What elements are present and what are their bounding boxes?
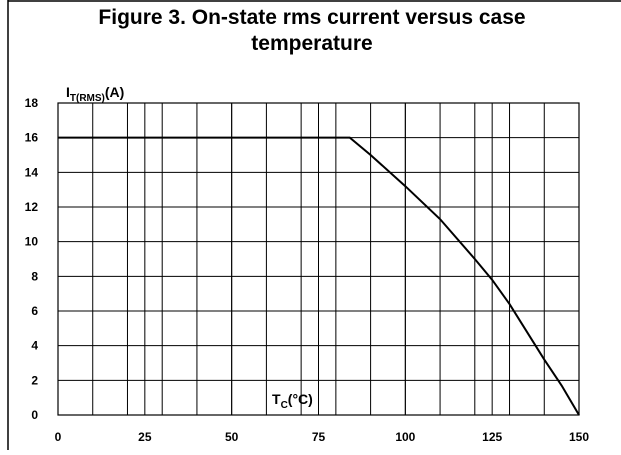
plot-frame bbox=[57, 102, 580, 416]
y-tick-label: 16 bbox=[25, 131, 39, 145]
x-label-main: T bbox=[272, 391, 281, 407]
x-tick-label: 25 bbox=[138, 430, 152, 444]
y-label-main: I bbox=[66, 84, 70, 100]
x-tick-label: 0 bbox=[55, 430, 62, 444]
x-tick-label: 75 bbox=[312, 430, 326, 444]
x-label-unit: (°C) bbox=[288, 391, 313, 407]
x-tick-label: 150 bbox=[569, 430, 589, 444]
y-tick-label: 6 bbox=[31, 304, 38, 318]
y-tick-label: 2 bbox=[31, 373, 38, 387]
y-tick-label: 0 bbox=[31, 408, 38, 422]
y-label-sub: T(RMS) bbox=[70, 93, 105, 104]
data-line bbox=[58, 136, 580, 416]
x-axis-label: TC(°C) bbox=[272, 391, 313, 411]
x-tick-label: 125 bbox=[482, 430, 502, 444]
y-tick-label: 18 bbox=[25, 96, 39, 110]
x-label-sub: C bbox=[281, 400, 288, 411]
y-tick-label: 10 bbox=[25, 235, 39, 249]
y-axis-label: IT(RMS)(A) bbox=[66, 84, 124, 104]
y-label-unit: (A) bbox=[105, 84, 124, 100]
chart-title: temperature bbox=[251, 32, 372, 55]
x-tick-label: 50 bbox=[225, 430, 239, 444]
y-tick-label: 8 bbox=[31, 269, 38, 283]
y-tick-label: 14 bbox=[25, 165, 39, 179]
y-tick-label: 12 bbox=[25, 200, 39, 214]
y-tick-label: 4 bbox=[31, 339, 38, 353]
x-tick-label: 100 bbox=[395, 430, 415, 444]
chart-title: Figure 3. On-state rms current versus ca… bbox=[98, 6, 525, 29]
